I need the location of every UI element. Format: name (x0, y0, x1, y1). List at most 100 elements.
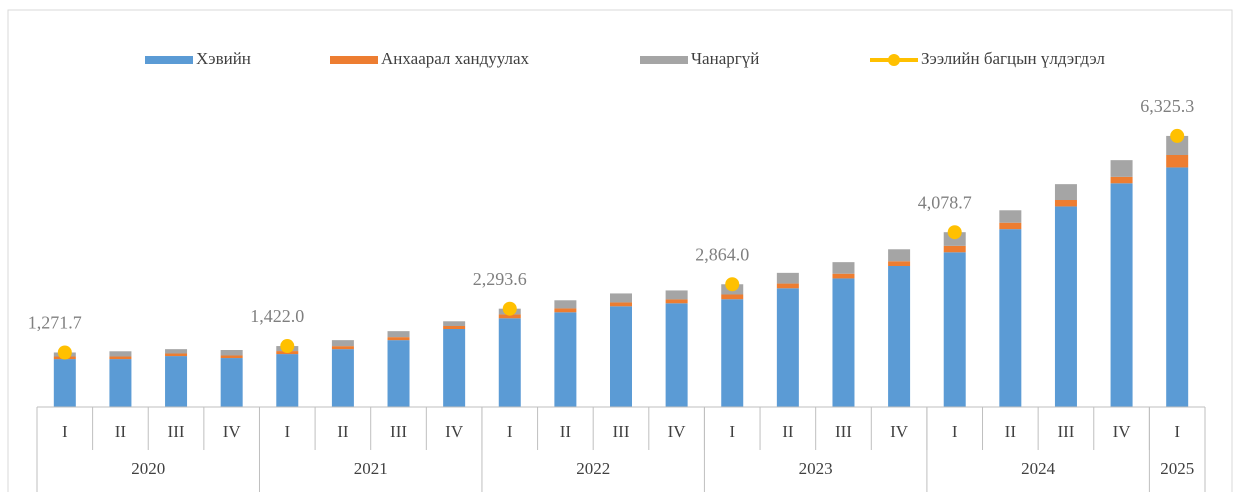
legend-swatch (640, 56, 688, 64)
x-tick-label: IV (1113, 422, 1132, 441)
bar-segment (832, 262, 855, 274)
x-tick-label: I (507, 422, 513, 441)
line-marker (502, 301, 517, 316)
bar-segment (610, 293, 632, 303)
bar-segment (776, 283, 799, 289)
line-marker (57, 345, 72, 360)
x-tick-label: IV (445, 422, 464, 441)
bar-segment (1110, 176, 1133, 184)
bar-segment (943, 252, 966, 407)
bar-segment (665, 290, 688, 300)
bar-segment (165, 353, 188, 357)
bar-segment (165, 356, 188, 407)
bar-segment (109, 359, 132, 407)
bar-segment (999, 210, 1022, 223)
bar-segment (498, 318, 521, 407)
bar-segment (1054, 200, 1077, 207)
bar-segment (1054, 184, 1077, 200)
bar-segment (665, 299, 688, 304)
bar-segment (109, 351, 132, 357)
x-tick-label: I (1174, 422, 1180, 441)
x-tick-label: I (952, 422, 958, 441)
bar-segment (610, 302, 632, 307)
legend-label: Анхаарал хандуулах (381, 49, 530, 68)
x-tick-label: III (613, 422, 630, 441)
line-marker (947, 225, 962, 240)
bar-segment (276, 354, 299, 407)
data-label: 1,271.7 (28, 313, 82, 333)
bar-segment (165, 349, 188, 354)
bar-segment (1110, 183, 1133, 407)
bar-segment (443, 326, 466, 329)
legend-label: Чанаргүй (691, 49, 759, 68)
bar-segment (721, 294, 744, 300)
bar-segment (554, 300, 577, 309)
bar-segment (1054, 206, 1077, 407)
bar-segment (387, 340, 410, 407)
bar-segment (109, 356, 132, 360)
x-tick-label: II (115, 422, 127, 441)
bar-segment (888, 249, 911, 262)
bar-segment (832, 278, 855, 407)
bar-segment (943, 245, 966, 253)
bar-segment (331, 340, 354, 347)
bar-segment (443, 321, 466, 326)
bar-segment (220, 355, 243, 359)
group-label: 2023 (799, 459, 833, 478)
group-label: 2022 (576, 459, 610, 478)
bar-segment (999, 229, 1022, 407)
x-tick-label: III (1057, 422, 1074, 441)
line-marker (1170, 128, 1185, 143)
bar-segment (888, 261, 911, 266)
data-label: 1,422.0 (250, 306, 304, 326)
x-tick-label: II (560, 422, 572, 441)
x-tick-label: III (168, 422, 185, 441)
bar-segment (220, 358, 243, 407)
data-label: 2,864.0 (695, 244, 749, 264)
bar-segment (776, 272, 799, 284)
x-tick-label: IV (668, 422, 687, 441)
x-tick-label: IV (223, 422, 242, 441)
x-tick-label: II (782, 422, 794, 441)
x-tick-label: I (284, 422, 290, 441)
chart-border (7, 9, 1233, 492)
x-tick-label: II (1005, 422, 1017, 441)
bar-segment (610, 306, 632, 407)
legend-label: Хэвийн (196, 49, 251, 68)
group-label: 2021 (354, 459, 388, 478)
legend-swatch (330, 56, 378, 64)
bar-segment (498, 314, 521, 319)
legend-marker (888, 54, 900, 66)
legend-swatch (145, 56, 193, 64)
legend-label: Зээлийн багцын үлдэгдэл (921, 49, 1105, 68)
bar-segment (387, 337, 410, 341)
bar-segment (888, 266, 911, 407)
group-label: 2024 (1021, 459, 1056, 478)
data-label: 4,078.7 (918, 192, 972, 212)
bar-segment (1110, 160, 1133, 177)
x-tick-label: IV (890, 422, 909, 441)
x-tick-label: III (835, 422, 852, 441)
bar-segment (554, 312, 577, 407)
x-tick-label: I (62, 422, 68, 441)
bar-segment (220, 350, 243, 356)
bar-segment (999, 222, 1022, 230)
group-label: 2025 (1160, 459, 1194, 478)
bar-segment (721, 299, 744, 407)
bar-segment (53, 359, 76, 407)
bar-segment (776, 288, 799, 407)
bar-segment (554, 308, 577, 313)
bar-segment (387, 331, 410, 338)
line-marker (725, 277, 740, 292)
bar-segment (331, 346, 354, 350)
line-marker (280, 339, 295, 354)
group-label: 2020 (131, 459, 165, 478)
bar-segment (443, 329, 466, 407)
x-tick-label: III (390, 422, 407, 441)
bar-segment (1166, 135, 1189, 155)
data-label: 2,293.6 (473, 269, 527, 289)
x-tick-label: II (337, 422, 349, 441)
bar-segment (1166, 155, 1189, 168)
x-tick-label: I (729, 422, 735, 441)
